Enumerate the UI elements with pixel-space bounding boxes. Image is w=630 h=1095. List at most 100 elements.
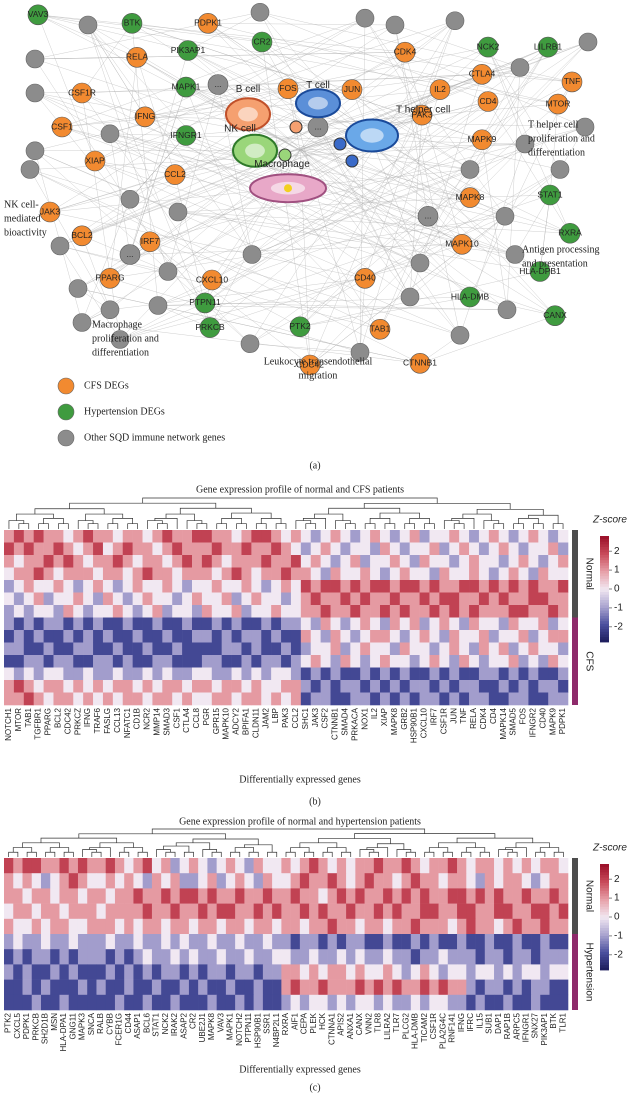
heat-cell <box>528 530 539 543</box>
edge <box>299 271 541 327</box>
dendrogram <box>552 523 564 529</box>
heat-cell <box>350 642 361 656</box>
gene-node <box>544 305 566 327</box>
heat-cell <box>518 630 529 643</box>
dendrogram <box>165 851 176 857</box>
heat-cell <box>211 530 222 543</box>
edge <box>317 46 489 128</box>
heat-cell <box>558 873 569 889</box>
heat-cell <box>73 580 84 593</box>
heat-cell <box>4 667 15 681</box>
gene-node <box>99 267 121 289</box>
heat-cell <box>410 918 421 935</box>
heat-cell <box>399 655 410 668</box>
heat-cell <box>83 605 94 618</box>
heat-cell <box>253 918 264 935</box>
heat-cell <box>96 873 107 889</box>
gene-label: CLDN11 <box>251 707 260 738</box>
heat-cell <box>198 994 208 1011</box>
heat-cell <box>429 680 440 693</box>
heat-cell <box>122 592 133 606</box>
heat-cell <box>518 530 529 543</box>
heat-cell <box>102 542 114 556</box>
heat-cell <box>251 630 262 643</box>
cluster-label: differentiation <box>92 347 149 358</box>
heat-cell <box>429 655 440 668</box>
heat-cell <box>364 858 375 874</box>
heat-cell <box>327 979 338 996</box>
heat-cell <box>558 692 569 706</box>
heat-cell <box>512 994 523 1011</box>
dendrogram <box>236 523 247 529</box>
heat-cell <box>531 903 541 920</box>
heat-cell <box>152 580 163 593</box>
heat-cell <box>494 994 504 1011</box>
heat-cell <box>512 964 523 980</box>
gene-label: CD1B <box>133 708 142 729</box>
heat-cell <box>558 580 569 593</box>
gene-label: IFNG <box>135 111 155 121</box>
gene-label: VAV3 <box>216 1012 225 1032</box>
heat-cell <box>216 964 227 980</box>
heat-cell <box>43 680 54 693</box>
heat-cell <box>201 667 213 681</box>
heat-cell <box>401 858 412 874</box>
cell-icon <box>278 148 292 162</box>
heat-cell <box>320 642 331 656</box>
heat-cell <box>33 605 44 618</box>
heat-cell <box>105 964 116 980</box>
colorbar-step <box>600 951 609 955</box>
heat-cell <box>389 530 401 543</box>
heat-cell <box>383 918 393 935</box>
colorbar-step <box>600 586 609 590</box>
heat-cell <box>540 934 550 950</box>
heat-cell <box>380 630 391 643</box>
heat-cell <box>152 642 163 656</box>
heat-cell <box>488 692 500 706</box>
heat-cell <box>346 979 356 996</box>
heat-cell <box>518 580 529 593</box>
heat-cell <box>360 642 371 656</box>
colorbar-step <box>600 620 609 624</box>
edge <box>87 24 146 117</box>
heat-cell <box>503 949 513 965</box>
heat-cell <box>399 580 410 593</box>
heat-cell <box>318 979 328 996</box>
gene-node <box>355 8 375 28</box>
edge <box>59 41 589 247</box>
heat-cell <box>373 934 384 950</box>
heat-cell <box>261 680 272 693</box>
heat-cell <box>87 903 97 920</box>
heat-cell <box>132 530 143 543</box>
heat-cell <box>438 903 449 920</box>
colorbar-step <box>600 599 609 603</box>
heat-cell <box>540 949 550 965</box>
heat-cell <box>73 605 84 618</box>
heat-cell <box>429 542 440 556</box>
heat-cell <box>290 692 302 706</box>
heat-cell <box>494 858 504 874</box>
heat-cell <box>105 858 116 874</box>
gene-node <box>350 342 370 362</box>
heat-cell <box>50 858 60 874</box>
heat-cell <box>478 605 490 618</box>
heat-cell <box>439 630 450 643</box>
dendrogram <box>34 508 105 515</box>
gene-label: CTLA4 <box>469 69 496 79</box>
heat-cell <box>475 994 486 1011</box>
heat-cell <box>59 873 70 889</box>
heat-cell <box>83 655 94 668</box>
heat-cell <box>364 964 375 980</box>
gene-node <box>175 125 197 146</box>
heat-cell <box>124 949 134 965</box>
heat-cell <box>290 530 302 543</box>
heat-cell <box>244 918 254 935</box>
heat-cell <box>192 592 203 606</box>
edge <box>61 18 366 128</box>
heat-cell <box>114 994 125 1011</box>
heat-cell <box>50 994 60 1011</box>
gene-node <box>477 36 499 58</box>
heat-cell <box>346 949 356 965</box>
axis-label: Differentially expressed genes <box>239 774 361 785</box>
dendrogram <box>147 520 163 529</box>
